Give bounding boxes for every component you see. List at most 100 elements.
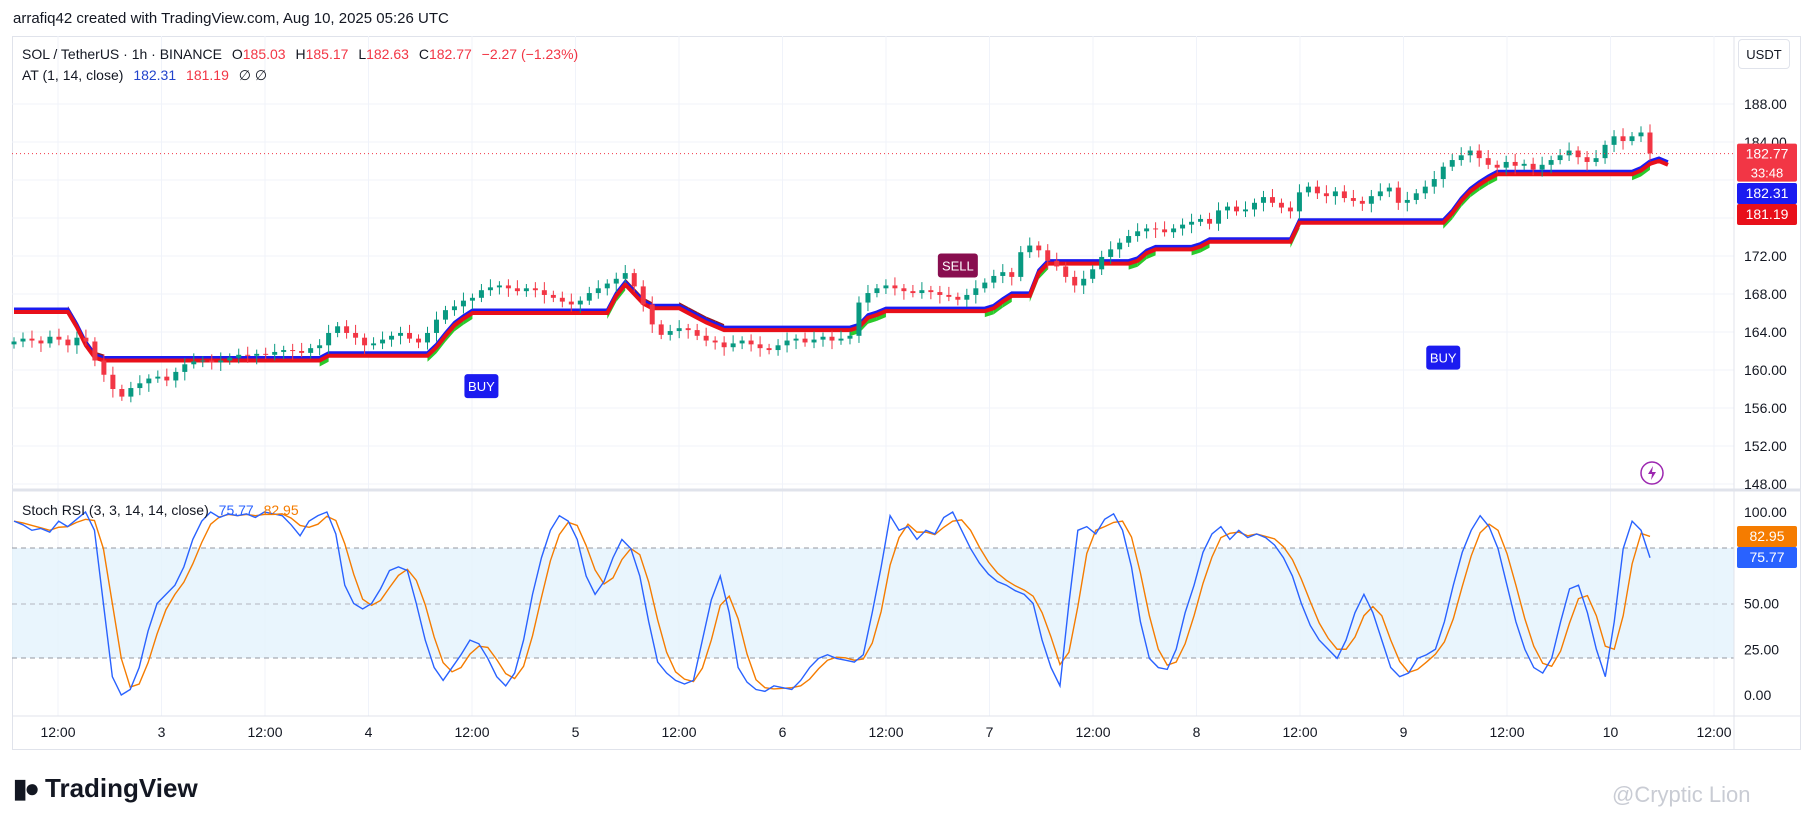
candle-body bbox=[56, 336, 62, 340]
candle-body bbox=[1377, 191, 1383, 197]
time-tick-label: 12:00 bbox=[40, 724, 75, 740]
time-tick-label: 12:00 bbox=[1489, 724, 1524, 740]
candle-body bbox=[11, 341, 17, 345]
candle-body bbox=[1638, 132, 1644, 137]
candle-body bbox=[272, 351, 278, 355]
candle-body bbox=[191, 361, 197, 365]
candle-body bbox=[1000, 272, 1006, 276]
candle-body bbox=[164, 376, 170, 381]
signals: BUY SELL BUY bbox=[464, 253, 1461, 399]
candle-body bbox=[1530, 163, 1536, 170]
candle-body bbox=[398, 332, 404, 336]
candle-body bbox=[1189, 221, 1195, 225]
signal-label: SELL bbox=[942, 259, 974, 274]
rsi-k-badge-bg bbox=[1737, 547, 1797, 568]
candle-body bbox=[1018, 252, 1024, 277]
candle-body bbox=[254, 353, 260, 356]
candle-body bbox=[1216, 210, 1222, 224]
candle-body bbox=[802, 338, 808, 343]
at-lines bbox=[14, 156, 1669, 363]
candle-body bbox=[1242, 209, 1248, 212]
time-tick-label: 3 bbox=[158, 724, 166, 740]
candle-body bbox=[865, 293, 871, 303]
candle-body bbox=[1171, 228, 1177, 233]
rsi-axis-labels: 100.00 50.00 25.00 0.00 bbox=[1744, 504, 1787, 703]
candle-body bbox=[1332, 191, 1338, 197]
time-tick-label: 12:00 bbox=[868, 724, 903, 740]
candle-body bbox=[1234, 206, 1240, 212]
candle-body bbox=[442, 310, 448, 320]
candle-body bbox=[1395, 187, 1401, 203]
time-tick-label: 7 bbox=[986, 724, 994, 740]
candle-body bbox=[263, 353, 269, 355]
candle-body bbox=[793, 338, 799, 341]
stoch-rsi-lines bbox=[13, 510, 1651, 696]
stoch-rsi-d-line bbox=[13, 513, 1651, 690]
stoch-rsi-k-line bbox=[13, 510, 1651, 696]
currency-button[interactable]: USDT bbox=[1738, 39, 1790, 69]
candle-body bbox=[371, 343, 377, 346]
candle-body bbox=[1494, 164, 1500, 168]
watermark: @Cryptic Lion bbox=[1612, 782, 1751, 807]
time-tick-label: 10 bbox=[1603, 724, 1619, 740]
candle-body bbox=[101, 360, 107, 375]
candle-body bbox=[1575, 150, 1581, 158]
candle-body bbox=[173, 371, 179, 381]
tv-logo-icon: ▮● bbox=[13, 773, 40, 803]
candles bbox=[11, 124, 1653, 403]
candle-body bbox=[559, 297, 565, 302]
candle-body bbox=[1144, 228, 1150, 232]
candle-body bbox=[478, 290, 484, 298]
price-tick-label: 156.00 bbox=[1744, 400, 1787, 416]
candle-body bbox=[829, 336, 835, 341]
candle-body bbox=[883, 285, 889, 289]
lightning-icon[interactable] bbox=[1640, 461, 1664, 485]
candle-body bbox=[1440, 166, 1446, 180]
chart-attribution: arrafiq42 created with TradingView.com, … bbox=[13, 10, 449, 27]
ohlc-close: C182.77 bbox=[418, 46, 472, 62]
time-tick-label: 4 bbox=[365, 724, 373, 740]
signal-box bbox=[464, 374, 499, 399]
candle-body bbox=[344, 326, 350, 333]
candle-body bbox=[1009, 272, 1015, 277]
candle-body bbox=[110, 374, 116, 389]
candle-body bbox=[1207, 218, 1213, 224]
candle-body bbox=[1593, 158, 1599, 162]
candle-body bbox=[1180, 224, 1186, 229]
candle-body bbox=[1602, 144, 1608, 159]
price-tick-label: 152.00 bbox=[1744, 438, 1787, 454]
candle-body bbox=[964, 294, 970, 300]
candle-body bbox=[541, 290, 547, 295]
at-upper-badge-bg bbox=[1737, 183, 1797, 204]
tradingview-logo[interactable]: ▮● TradingView bbox=[13, 773, 198, 804]
candle-body bbox=[1269, 197, 1275, 203]
candle-body bbox=[1467, 150, 1473, 156]
candle-body bbox=[1153, 228, 1159, 230]
ohlc-low: L182.63 bbox=[358, 46, 409, 62]
candle-body bbox=[1341, 191, 1347, 199]
chart-frame[interactable] bbox=[12, 36, 1801, 750]
candle-body bbox=[407, 332, 413, 339]
sell-signal: SELL bbox=[937, 253, 978, 278]
candle-body bbox=[1126, 236, 1132, 243]
candle-body bbox=[1260, 197, 1266, 203]
candle-body bbox=[1476, 150, 1482, 159]
rsi-label: Stoch RSI (3, 3, 14, 14, close) bbox=[22, 502, 209, 518]
candle-body bbox=[586, 293, 592, 301]
rsi-k-value: 75.77 bbox=[218, 502, 254, 518]
candle-body bbox=[1305, 186, 1311, 193]
at-lower-badge-bg bbox=[1737, 204, 1797, 225]
candle-body bbox=[1063, 266, 1069, 277]
candle-body bbox=[1503, 161, 1509, 168]
candle-body bbox=[65, 339, 71, 346]
candle-body bbox=[308, 348, 314, 353]
candle-body bbox=[766, 348, 772, 351]
at-value-lower: 181.19 bbox=[186, 67, 229, 83]
candle-body bbox=[1557, 155, 1563, 161]
candle-body bbox=[523, 288, 529, 292]
candle-body bbox=[595, 288, 601, 294]
candle-body bbox=[29, 338, 35, 341]
price-tick-label: 188.00 bbox=[1744, 96, 1787, 112]
candle-body bbox=[469, 297, 475, 301]
